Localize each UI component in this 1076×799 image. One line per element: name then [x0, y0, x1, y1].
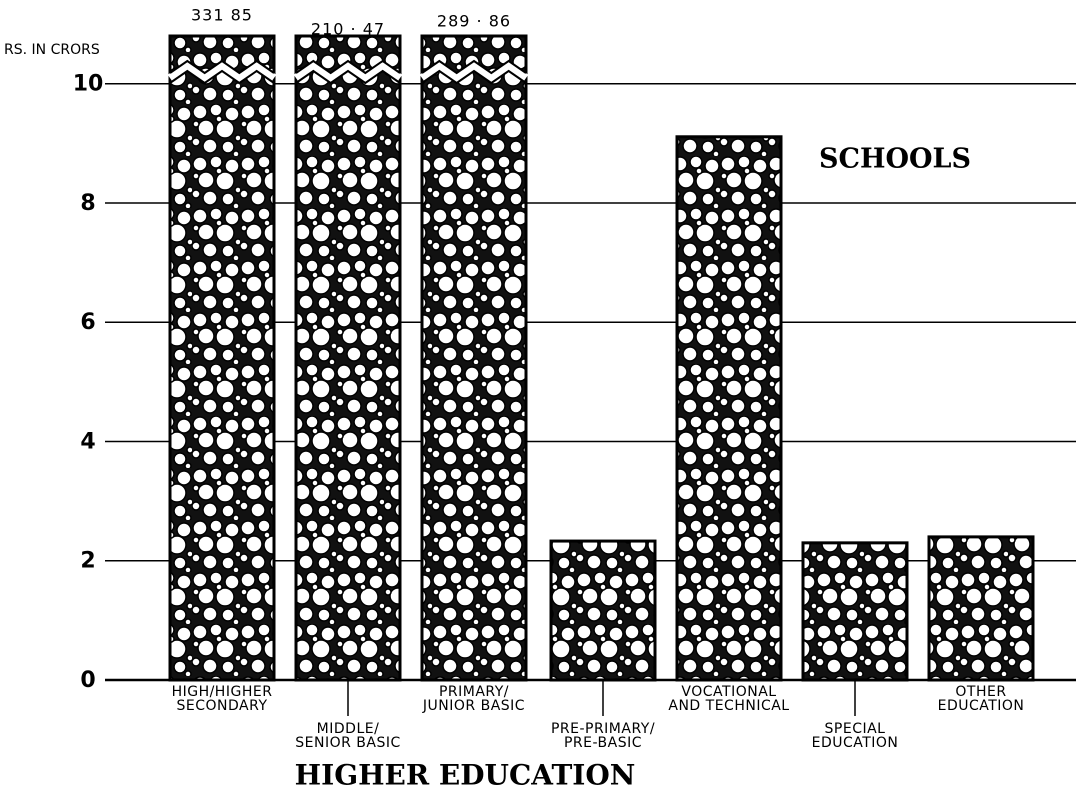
bar	[803, 543, 907, 680]
annotation: SCHOOLS	[819, 144, 971, 175]
x-tick-label: AND TECHNICAL	[668, 698, 789, 714]
x-tick-label: EDUCATION	[938, 698, 1025, 714]
x-tick-label: PRE-BASIC	[564, 735, 642, 751]
y-axis-label: RS. IN CRORS	[4, 42, 100, 58]
bars	[170, 36, 1033, 680]
value-label: 331 85	[191, 6, 253, 25]
y-tick-label: 10	[73, 72, 104, 97]
y-tick-label: 2	[80, 549, 95, 574]
bar	[677, 137, 781, 680]
y-tick-label: 6	[80, 310, 95, 335]
chart-title: HIGHER EDUCATION	[295, 759, 636, 792]
x-tick-label: EDUCATION	[812, 735, 899, 751]
x-tick-label: SECONDARY	[177, 698, 268, 714]
y-tick-label: 0	[80, 668, 95, 693]
y-tick-label: 4	[80, 429, 95, 454]
bar	[929, 537, 1033, 680]
chart: RS. IN CRORS SCHOOLS HIGHER EDUCATION 0 2…	[0, 0, 1076, 795]
x-tick-label: JUNIOR BASIC	[422, 698, 525, 714]
bar	[422, 36, 526, 680]
bar	[170, 36, 274, 680]
value-label: 210 · 47	[311, 20, 385, 39]
y-tick-label: 8	[80, 191, 95, 216]
bar	[296, 36, 400, 680]
bar	[551, 541, 655, 680]
value-label: 289 · 86	[437, 12, 511, 31]
x-tick-label: SENIOR BASIC	[295, 735, 401, 751]
